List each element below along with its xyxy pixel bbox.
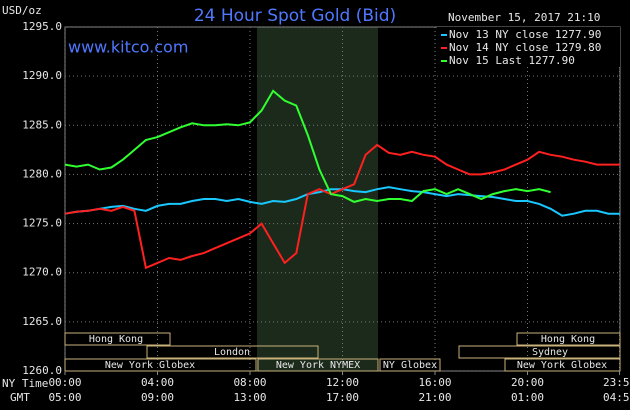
x-tick-label: 08:00	[233, 376, 266, 389]
series-line	[64, 89, 551, 203]
y-tick-label: 1275.0	[22, 217, 62, 230]
y-tick-label: 1270.0	[22, 266, 62, 279]
x2-axis-label: GMT	[10, 391, 30, 404]
session-box	[504, 358, 621, 372]
session-label: New York Globex	[105, 360, 195, 371]
x-tick-label: 23:59	[603, 376, 630, 389]
x2-tick-label: 21:00	[418, 391, 451, 404]
legend-label: Nov 13 NY close 1277.90	[449, 28, 601, 41]
nymex-shade	[257, 27, 378, 371]
timestamp: November 15, 2017 21:10	[448, 11, 600, 24]
x2-tick-label: 13:00	[233, 391, 266, 404]
chart-title: 24 Hour Spot Gold (Bid)	[194, 6, 396, 26]
x-tick-label: 04:00	[141, 376, 174, 389]
session-label: London	[214, 347, 250, 358]
session-label: New York NYMEX	[276, 360, 360, 371]
legend-label: Nov 15 Last 1277.90	[449, 54, 575, 67]
x2-tick-label: 01:00	[511, 391, 544, 404]
y-tick-label: 1280.0	[22, 167, 62, 180]
session-box	[516, 332, 621, 346]
y-tick-label: 1290.0	[22, 69, 62, 82]
session-label: Hong Kong	[541, 334, 595, 345]
y-tick-label: 1285.0	[22, 118, 62, 131]
session-label: New York Globex	[517, 360, 607, 371]
legend-box	[437, 27, 620, 67]
x-tick-label: 20:00	[511, 376, 544, 389]
x-axis-label: NY Time	[2, 377, 48, 390]
x-tick-label: 12:00	[326, 376, 359, 389]
site-url: www.kitco.com	[68, 38, 188, 57]
x-tick-label: 00:00	[48, 376, 81, 389]
session-box	[458, 345, 621, 359]
session-box	[146, 345, 319, 359]
x-tick-label: 16:00	[418, 376, 451, 389]
session-box	[64, 358, 257, 372]
session-label: Sydney	[532, 347, 568, 358]
session-box	[257, 358, 379, 372]
series-line	[64, 143, 620, 270]
y-tick-label: 1295.0	[22, 20, 62, 33]
session-box	[379, 358, 441, 372]
x2-tick-label: 17:00	[326, 391, 359, 404]
x2-tick-label: 04:59	[603, 391, 630, 404]
session-label: Hong Kong	[89, 334, 143, 345]
y-axis-label: USD/oz	[2, 4, 42, 17]
y-tick-label: 1260.0	[22, 364, 62, 377]
session-box	[64, 332, 171, 346]
x2-tick-label: 09:00	[141, 391, 174, 404]
sessions: Hong Kong London New York Globex New Yor…	[64, 332, 621, 372]
session-label: NY Globex	[383, 360, 437, 371]
x2-tick-label: 05:00	[48, 391, 81, 404]
legend-label: Nov 14 NY close 1279.80	[449, 41, 601, 54]
y-tick-label: 1265.0	[22, 315, 62, 328]
